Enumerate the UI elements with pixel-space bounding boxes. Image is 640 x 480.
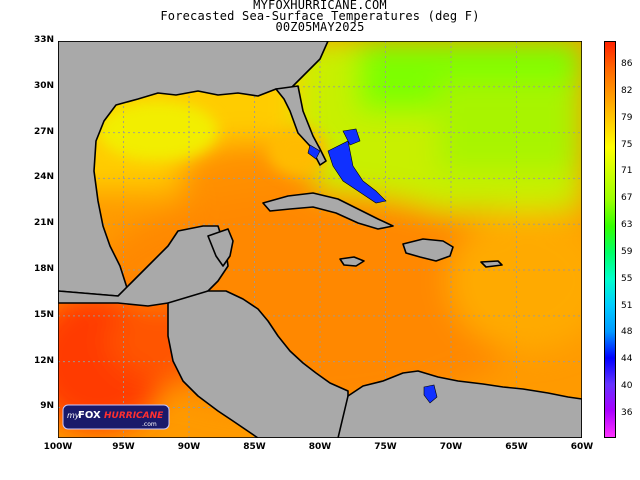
land-yucatan-belize bbox=[207, 228, 234, 267]
lat-label: 21N bbox=[33, 218, 54, 229]
lat-label: 30N bbox=[33, 80, 54, 91]
valid-time: 00Z05MAY2025 bbox=[275, 20, 365, 34]
land-central-america bbox=[167, 290, 349, 438]
colorbar-label: 59 bbox=[621, 246, 633, 257]
colorbar-label: 55 bbox=[621, 273, 633, 284]
land-hispaniola bbox=[402, 238, 454, 262]
colorbar-label: 86 bbox=[621, 59, 633, 69]
sst-map bbox=[58, 41, 582, 438]
lat-label: 15N bbox=[33, 309, 54, 320]
lon-label: 100W bbox=[43, 442, 73, 452]
title-block: MYFOXHURRICANE.COM Forecasted Sea-Surfac… bbox=[0, 0, 640, 33]
lon-label: 95W bbox=[112, 442, 135, 452]
land-mexico bbox=[58, 225, 229, 307]
logo-brand: FOX bbox=[78, 410, 101, 421]
colorbar-label: 40 bbox=[621, 381, 633, 392]
chart-title: Forecasted Sea-Surface Temperatures (deg… bbox=[160, 9, 480, 23]
logo-suffix: .com bbox=[142, 421, 157, 428]
myfoxhurricane-logo: my FOX HURRICANE .com bbox=[62, 404, 170, 430]
land-cuba bbox=[262, 192, 394, 230]
colorbar-label: 63 bbox=[621, 220, 633, 231]
colorbar-label: 67 bbox=[621, 193, 633, 204]
bahamas-shelf-2 bbox=[342, 128, 361, 146]
lat-label: 27N bbox=[33, 126, 54, 137]
colorbar-label: 79 bbox=[621, 112, 633, 123]
colorbar-label: 44 bbox=[621, 354, 633, 365]
florida-bay-shelf bbox=[307, 144, 321, 160]
lon-label: 85W bbox=[243, 442, 266, 452]
lat-label: 33N bbox=[33, 35, 54, 45]
land-jamaica bbox=[339, 256, 365, 267]
colorbar-label: 71 bbox=[621, 166, 633, 177]
colorbar-label: 75 bbox=[621, 139, 633, 150]
lon-label: 75W bbox=[374, 442, 397, 452]
lat-label: 9N bbox=[40, 401, 54, 412]
colorbar bbox=[604, 41, 616, 438]
land-florida bbox=[275, 85, 327, 166]
lon-label: 60W bbox=[570, 442, 594, 452]
colorbar-label: 51 bbox=[621, 300, 633, 311]
lat-label: 18N bbox=[33, 264, 54, 275]
colorbar-label: 48 bbox=[621, 327, 633, 338]
lake-maracaibo bbox=[423, 384, 438, 404]
land-south-america bbox=[337, 370, 582, 438]
logo-name: HURRICANE bbox=[104, 411, 164, 421]
lon-label: 90W bbox=[177, 442, 201, 452]
lat-label: 24N bbox=[33, 172, 54, 183]
colorbar-label: 82 bbox=[621, 85, 633, 96]
sst-map-svg bbox=[58, 41, 582, 438]
lon-label: 70W bbox=[439, 442, 463, 452]
lat-label: 12N bbox=[33, 355, 54, 366]
land-puerto-rico bbox=[480, 260, 503, 268]
bahamas-shelf bbox=[327, 140, 387, 204]
colorbar-label: 36 bbox=[621, 408, 633, 418]
lon-label: 80W bbox=[308, 442, 332, 452]
lon-label: 65W bbox=[505, 442, 528, 452]
site-title: MYFOXHURRICANE.COM bbox=[253, 0, 387, 12]
logo-prefix: my bbox=[67, 411, 80, 420]
